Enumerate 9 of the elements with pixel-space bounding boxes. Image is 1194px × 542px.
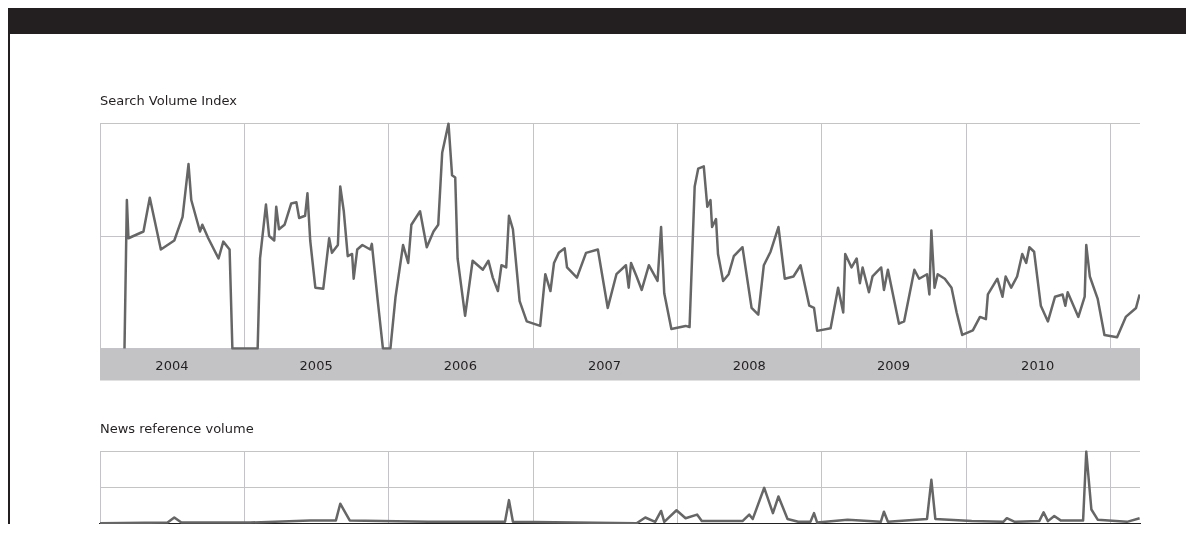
x-tick-label: 2005 [299,357,333,373]
x-tick-label: 2004 [155,357,189,373]
chart-title: News reference volume [100,421,254,437]
x-tick-label: 2010 [1021,357,1055,373]
x-tick-label: 2008 [732,357,766,373]
x-tick-label: 2009 [876,357,910,373]
x-tick-label: 2007 [588,357,622,373]
chart-title: Search Volume Index [100,93,238,109]
x-tick-label: 2006 [443,357,477,373]
